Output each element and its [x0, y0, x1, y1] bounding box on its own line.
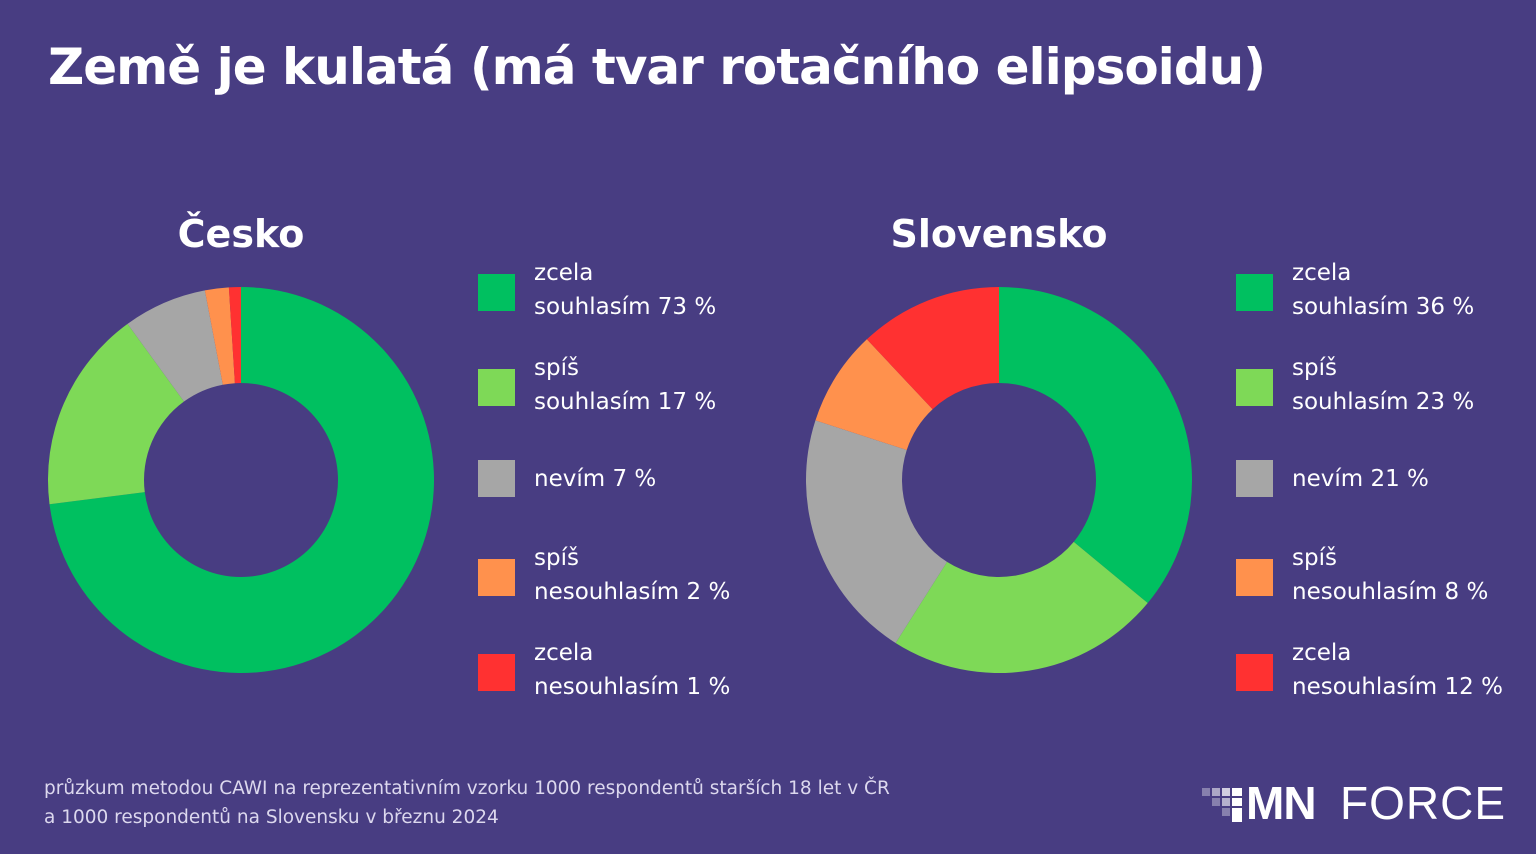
legend-label: zcela nesouhlasím 1 % — [534, 636, 730, 704]
donut-segment-spíš-souhlasím — [895, 541, 1148, 673]
legend-label-line: nesouhlasím 1 % — [534, 674, 731, 700]
legend-label-line: souhlasím 36 % — [1292, 294, 1475, 320]
legend-label: zcela souhlasím 73 % — [534, 256, 716, 324]
legend-item: zcela souhlasím 73 % — [478, 260, 778, 330]
legend-label-line: nevím 21 % — [1292, 466, 1429, 492]
legend-swatch — [478, 559, 515, 596]
footnote: průzkum metodou CAWI na reprezentativním… — [44, 774, 890, 832]
mnforce-logo: MN FORCE — [1200, 777, 1510, 830]
donut-segment-zcela-nesouhlasím — [866, 287, 999, 410]
legend-item: spíš nesouhlasím 2 % — [478, 545, 778, 615]
legend-label: spíš nesouhlasím 2 % — [534, 541, 730, 609]
donut-segment-zcela-souhlasím — [999, 287, 1192, 604]
legend-item: spíš nesouhlasím 8 % — [1236, 545, 1536, 615]
donut-segment-zcela-nesouhlasím — [228, 287, 241, 384]
legend-item: nevím 7 % — [478, 460, 778, 530]
chart-title-cesko: Česko — [177, 212, 305, 256]
legend-item: spíš souhlasím 23 % — [1236, 355, 1536, 425]
footnote-line-2: a 1000 respondentů na Slovensku v březnu… — [44, 807, 499, 828]
legend-swatch — [1236, 274, 1273, 311]
legend-label-line: zcela — [1292, 260, 1352, 286]
legend-label-line: spíš — [1292, 355, 1337, 381]
logo-pixel-mark-icon — [1202, 788, 1242, 822]
legend-swatch — [1236, 460, 1273, 497]
legend-swatch — [478, 369, 515, 406]
legend-label: nevím 7 % — [534, 462, 656, 496]
legend-item: zcela nesouhlasím 12 % — [1236, 640, 1536, 710]
legend-swatch — [478, 274, 515, 311]
legend-label-line: zcela — [534, 640, 594, 666]
legend-label-line: souhlasím 23 % — [1292, 389, 1475, 415]
legend-swatch — [1236, 559, 1273, 596]
donut-segment-zcela-souhlasím — [49, 287, 435, 673]
legend-swatch — [478, 460, 515, 497]
donut-segment-spíš-nesouhlasím — [204, 287, 235, 385]
legend-label-line: nesouhlasím 8 % — [1292, 579, 1489, 605]
donut-chart-slovensko — [806, 287, 1192, 673]
legend-label-line: nesouhlasím 12 % — [1292, 674, 1503, 700]
logo-text-force: FORCE — [1340, 777, 1506, 829]
legend-swatch — [478, 654, 515, 691]
footnote-line-1: průzkum metodou CAWI na reprezentativním… — [44, 778, 890, 799]
legend-item: zcela souhlasím 36 % — [1236, 260, 1536, 330]
donut-segment-nevím — [806, 420, 948, 643]
legend-label: spíš souhlasím 23 % — [1292, 351, 1474, 419]
donut-segment-spíš-souhlasím — [48, 323, 184, 505]
legend-label: zcela nesouhlasím 12 % — [1292, 636, 1503, 704]
legend-label: nevím 21 % — [1292, 462, 1429, 496]
legend-label-line: nevím 7 % — [534, 466, 657, 492]
legend-label-line: souhlasím 17 % — [534, 389, 717, 415]
legend-label-line: zcela — [534, 260, 594, 286]
legend-label: zcela souhlasím 36 % — [1292, 256, 1474, 324]
legend-label-line: spíš — [534, 355, 579, 381]
chart-title-slovensko: Slovensko — [890, 212, 1108, 256]
legend-item: spíš souhlasím 17 % — [478, 355, 778, 425]
legend-label-line: spíš — [1292, 545, 1337, 571]
legend-label-line: souhlasím 73 % — [534, 294, 717, 320]
legend-label: spíš nesouhlasím 8 % — [1292, 541, 1488, 609]
legend-label-line: zcela — [1292, 640, 1352, 666]
legend-label: spíš souhlasím 17 % — [534, 351, 716, 419]
legend-swatch — [1236, 369, 1273, 406]
legend-label-line: nesouhlasím 2 % — [534, 579, 731, 605]
donut-chart-cesko — [48, 287, 435, 673]
donut-segment-spíš-nesouhlasím — [815, 339, 933, 451]
donut-segment-nevím — [127, 290, 223, 402]
legend-item: nevím 21 % — [1236, 460, 1536, 530]
legend-item: zcela nesouhlasím 1 % — [478, 640, 778, 710]
legend-swatch — [1236, 654, 1273, 691]
page-title: Země je kulatá (má tvar rotačního elipso… — [48, 38, 1266, 96]
logo-text-mn: MN — [1246, 777, 1317, 829]
legend-label-line: spíš — [534, 545, 579, 571]
